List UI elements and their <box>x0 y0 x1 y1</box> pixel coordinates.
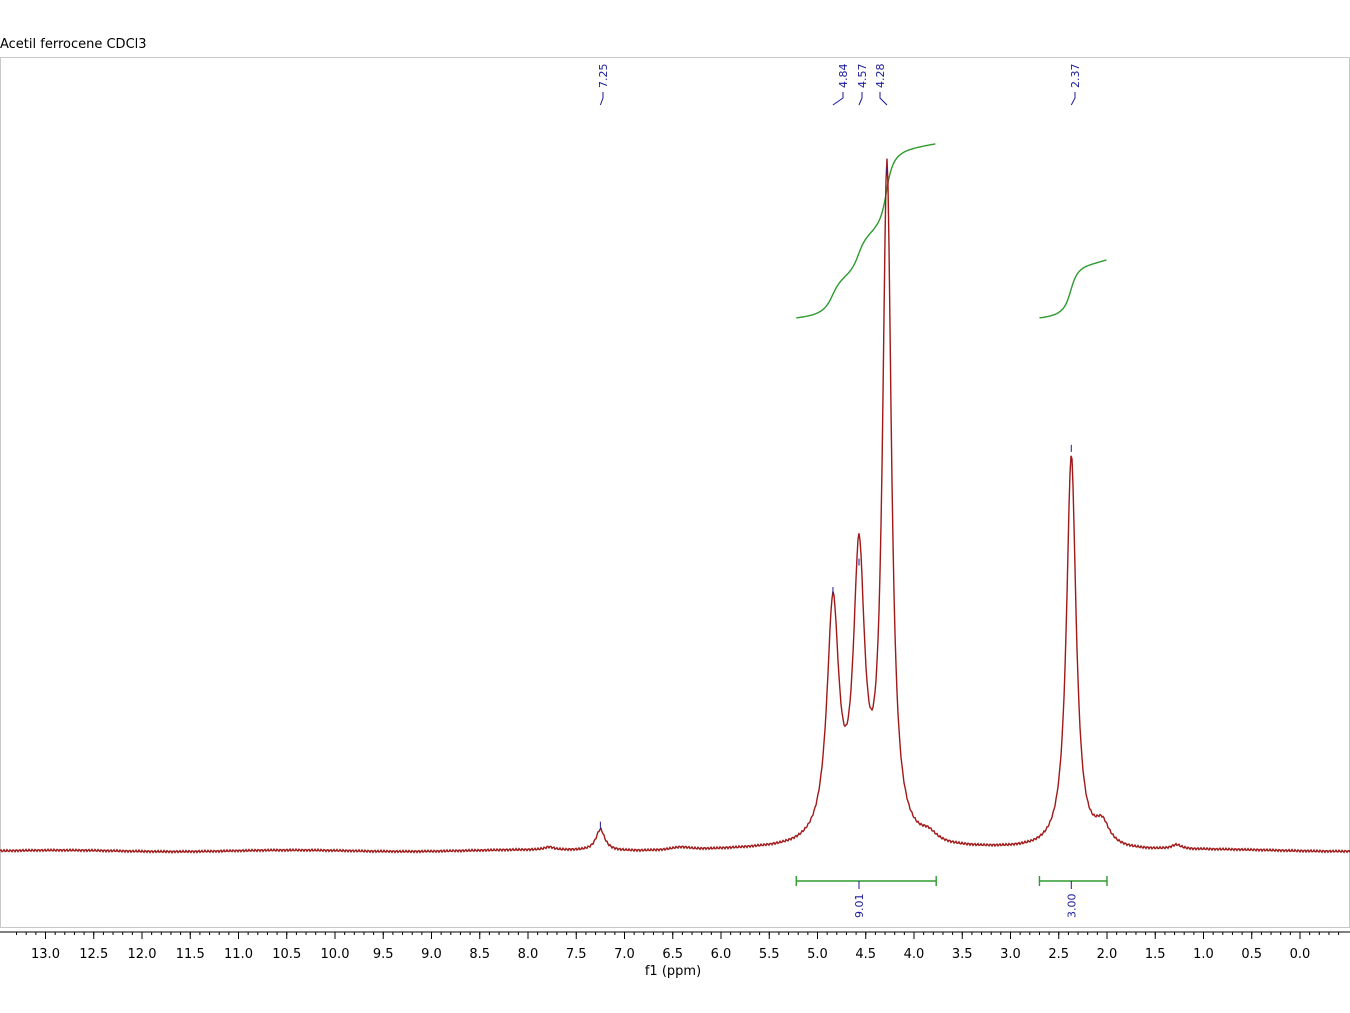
x-tick-label: 11.0 <box>224 947 253 962</box>
peak-leader <box>858 92 863 106</box>
peak-label: 4.84 <box>837 64 850 89</box>
plot-frame <box>0 57 1350 928</box>
peak-label: 4.57 <box>856 64 869 89</box>
integral-brackets: 9.01 3.00 <box>795 876 1108 919</box>
x-tick-label: 13.0 <box>31 947 60 962</box>
integral-curve <box>1039 259 1107 319</box>
x-tick-label: 9.5 <box>373 947 394 962</box>
x-tick-label: 1.0 <box>1193 947 1214 962</box>
peak-label: 2.37 <box>1069 64 1082 89</box>
x-tick-label: 12.5 <box>79 947 108 962</box>
integral-curves <box>796 143 1107 319</box>
peak-markers: 7.25 4.84 4.57 4.28 2.37 <box>597 64 1082 829</box>
x-tick-label: 5.0 <box>807 947 828 962</box>
peak-label: 4.28 <box>874 64 887 89</box>
x-tick-label: 0.0 <box>1290 947 1311 962</box>
x-axis: 13.0 12.5 12.0 11.5 11.0 10.5 10.0 9.5 9.0 8.5 8.0… <box>16 932 1340 962</box>
x-tick-label: 6.0 <box>711 947 732 962</box>
chart-title: Acetil ferrocene CDCl3 <box>0 37 147 52</box>
x-tick-label: 1.5 <box>1145 947 1166 962</box>
x-tick-label: 9.0 <box>421 947 442 962</box>
peak-leader <box>1070 92 1076 106</box>
x-tick-label: 2.0 <box>1097 947 1118 962</box>
x-tick-label: 0.5 <box>1241 947 1262 962</box>
x-tick-label: 6.5 <box>662 947 683 962</box>
spectrum-line <box>0 158 1350 854</box>
peak-leader <box>832 92 844 106</box>
x-tick-label: 10.0 <box>321 947 350 962</box>
integral-value: 3.00 <box>1065 894 1078 919</box>
x-tick-label: 4.5 <box>855 947 876 962</box>
x-tick-label: 8.5 <box>469 947 490 962</box>
integral-curve <box>796 143 936 319</box>
x-tick-label: 3.0 <box>1000 947 1021 962</box>
x-tick-label: 2.5 <box>1048 947 1069 962</box>
x-tick-label: 7.0 <box>614 947 635 962</box>
x-tick-label: 5.5 <box>759 947 780 962</box>
x-axis-title: f1 (ppm) <box>645 964 701 979</box>
peak-label: 7.25 <box>597 64 610 89</box>
x-tick-label: 4.0 <box>904 947 925 962</box>
integral-value: 9.01 <box>853 894 866 919</box>
x-tick-label: 3.5 <box>952 947 973 962</box>
peak-leader <box>599 92 604 106</box>
x-tick-label: 8.0 <box>518 947 539 962</box>
peak-leader <box>879 92 888 106</box>
x-tick-label: 11.5 <box>176 947 205 962</box>
x-tick-label: 10.5 <box>272 947 301 962</box>
x-tick-label: 12.0 <box>128 947 157 962</box>
x-tick-label: 7.5 <box>566 947 587 962</box>
